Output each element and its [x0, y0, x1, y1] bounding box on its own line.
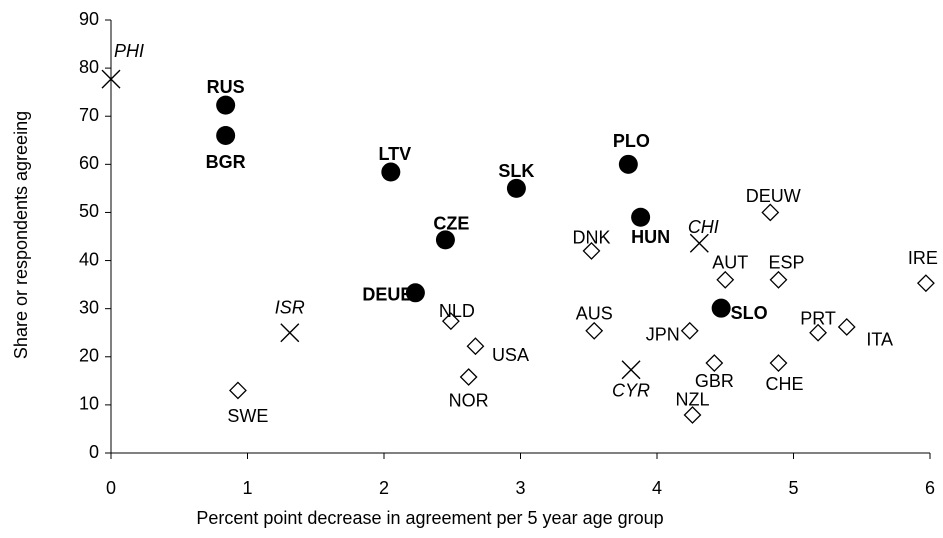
y-tick-label: 30	[79, 297, 99, 317]
point	[621, 360, 641, 380]
point-label: DEUW	[746, 186, 801, 206]
point-label: PRT	[800, 308, 836, 328]
point	[280, 323, 300, 343]
y-tick-label: 50	[79, 201, 99, 221]
point-label: LTV	[378, 144, 411, 164]
point	[229, 381, 247, 400]
point-label: DEUE	[362, 285, 412, 305]
point	[631, 207, 651, 227]
x-tick-label: 0	[106, 478, 116, 498]
point-label: GBR	[695, 371, 734, 391]
point-label: NOR	[449, 391, 489, 411]
point-label: HUN	[631, 227, 670, 247]
point-label: DNK	[572, 228, 610, 248]
point-label: ITA	[866, 330, 893, 350]
point	[466, 337, 485, 356]
point-label: NLD	[439, 301, 475, 321]
point	[582, 242, 601, 260]
y-tick-label: 40	[79, 249, 99, 269]
point-label: ISR	[275, 297, 305, 317]
point	[216, 95, 236, 115]
y-axis-title: Share or respondents agreeing	[11, 111, 31, 359]
point	[506, 178, 526, 198]
point	[381, 162, 401, 182]
y-tick-label: 0	[89, 442, 99, 462]
point-label: PHI	[114, 41, 144, 61]
point-label: AUS	[576, 304, 613, 324]
x-tick-label: 3	[515, 478, 525, 498]
point-label: RUS	[207, 77, 245, 97]
x-tick-label: 6	[925, 478, 935, 498]
point-label: BGR	[206, 152, 246, 172]
point	[716, 270, 735, 289]
point	[101, 69, 121, 89]
point	[405, 283, 425, 303]
point-label: CZE	[433, 214, 469, 234]
point-label: CHE	[765, 374, 803, 394]
point	[216, 125, 236, 145]
y-tick-label: 70	[79, 105, 99, 125]
point-label: SLK	[498, 161, 534, 181]
point-label: IRE	[908, 248, 938, 268]
point	[683, 406, 702, 424]
y-tick-label: 90	[79, 9, 99, 29]
point	[761, 203, 780, 222]
point	[618, 154, 638, 174]
point	[837, 318, 856, 336]
point	[435, 230, 455, 250]
point-label: NZL	[675, 390, 709, 410]
point	[769, 354, 788, 372]
point	[585, 321, 604, 340]
point	[809, 323, 827, 342]
point-label: CYR	[612, 381, 650, 401]
point-label: AUT	[712, 253, 748, 273]
y-tick-label: 60	[79, 153, 99, 173]
point-label: CHI	[688, 217, 719, 237]
point	[441, 312, 460, 331]
point-label: SWE	[227, 406, 268, 426]
x-tick-label: 1	[242, 478, 252, 498]
x-tick-label: 4	[652, 478, 662, 498]
point	[459, 368, 478, 386]
point-label: USA	[492, 345, 529, 365]
y-tick-label: 80	[79, 57, 99, 77]
point	[689, 233, 709, 253]
point	[680, 321, 699, 340]
x-axis-title: Percent point decrease in agreement per …	[196, 508, 663, 528]
point-label: ESP	[768, 253, 804, 273]
x-tick-label: 5	[788, 478, 798, 498]
point	[705, 354, 724, 372]
point	[711, 298, 731, 318]
point	[769, 270, 788, 289]
point-label: PLO	[613, 131, 650, 151]
x-tick-label: 2	[379, 478, 389, 498]
point-label: JPN	[646, 325, 680, 345]
y-tick-label: 10	[79, 394, 99, 414]
point	[916, 274, 935, 293]
y-tick-label: 20	[79, 346, 99, 366]
point-label: SLO	[731, 303, 768, 323]
